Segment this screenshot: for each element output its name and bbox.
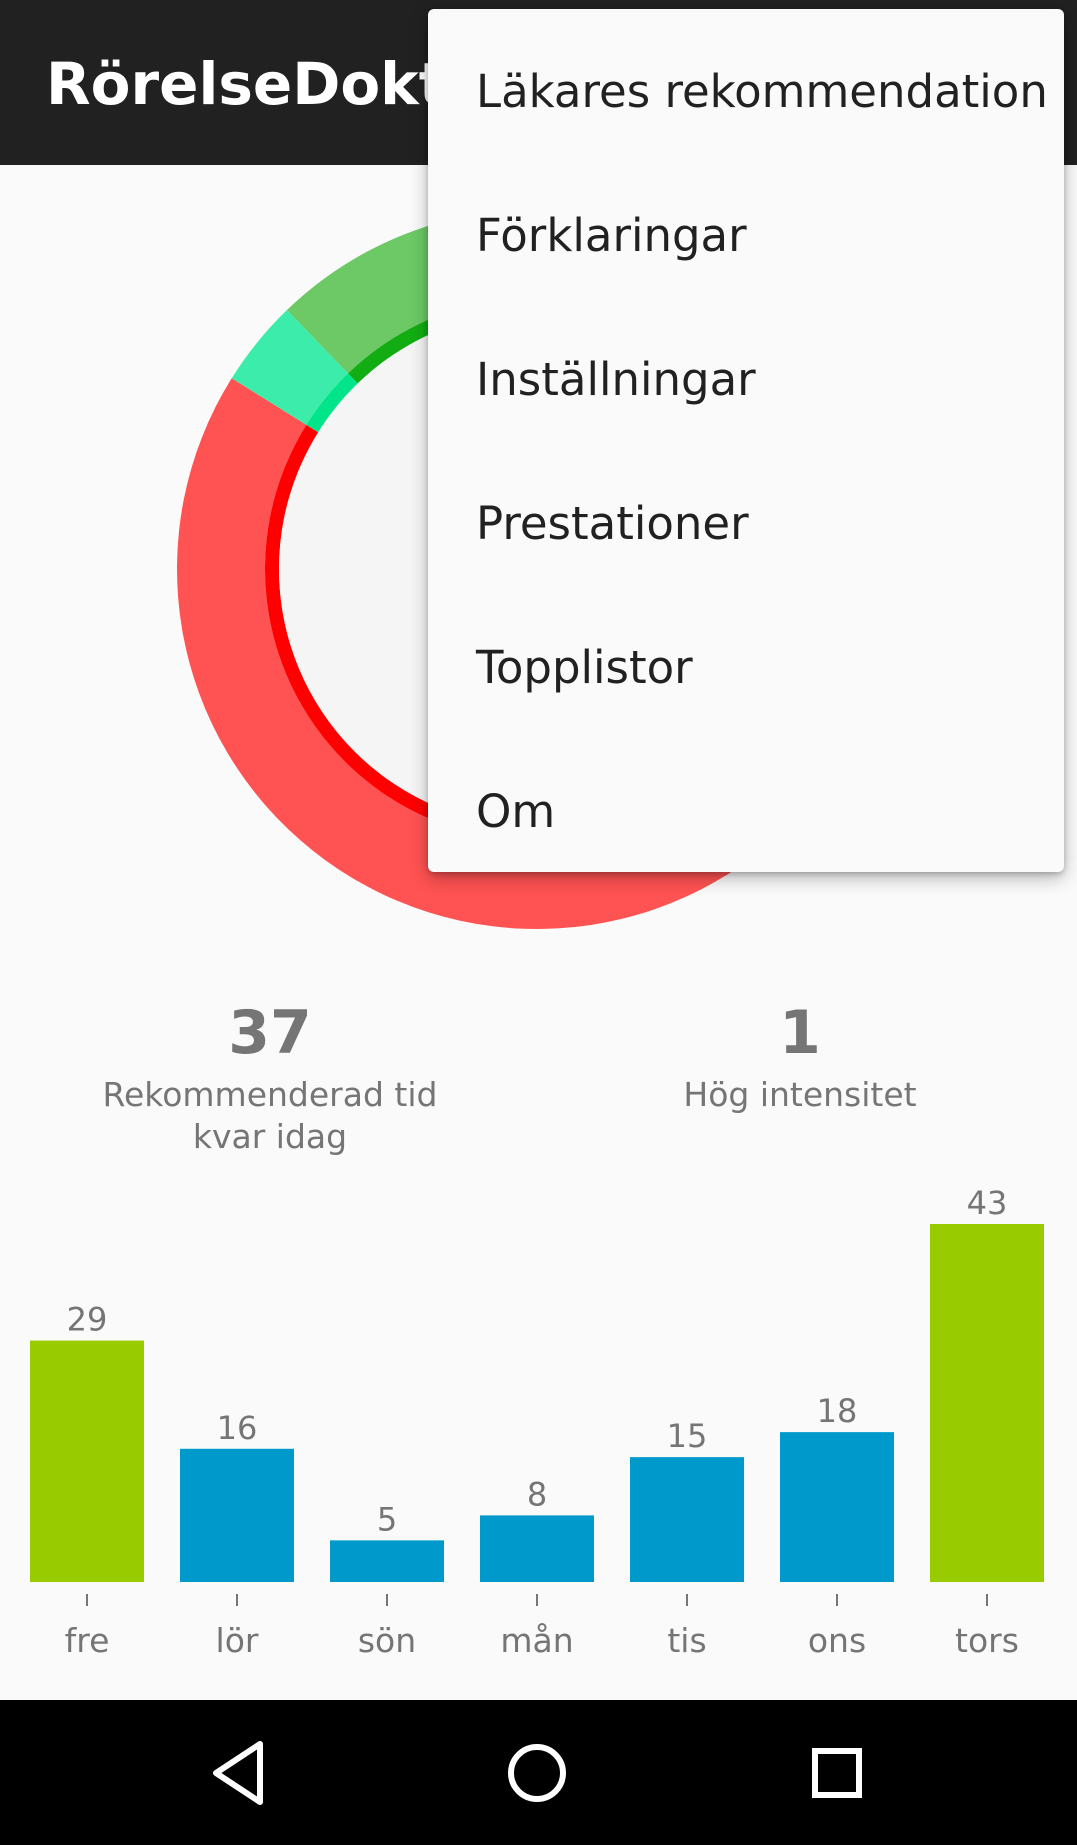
- bar-fre: [30, 1340, 144, 1582]
- bar-value-label: 5: [377, 1500, 397, 1538]
- bar-value-label: 29: [67, 1301, 108, 1339]
- remaining-time-label: Rekommenderad tid kvar idag: [102, 1075, 438, 1156]
- bar-value-label: 16: [217, 1409, 258, 1447]
- remaining-time-value: 37: [228, 998, 312, 1068]
- system-navigation-bar: [0, 1700, 1077, 1845]
- menu-item-settings[interactable]: Inställningar: [476, 352, 756, 406]
- bar-tis: [630, 1457, 744, 1582]
- high-intensity-value: 1: [779, 998, 821, 1068]
- bar-lör: [180, 1448, 294, 1582]
- x-axis-label: sön: [358, 1621, 416, 1660]
- home-button[interactable]: [478, 1700, 598, 1845]
- recents-button[interactable]: [778, 1700, 898, 1845]
- ring-teal-outer: [231, 310, 349, 425]
- overflow-menu: Läkares rekommendation Förklaringar Inst…: [428, 9, 1064, 872]
- x-axis-label: tis: [667, 1621, 706, 1660]
- menu-item-about[interactable]: Om: [476, 784, 556, 838]
- menu-item-leaderboards[interactable]: Topplistor: [476, 640, 693, 694]
- x-axis-label: tors: [955, 1621, 1019, 1660]
- menu-item-explanations[interactable]: Förklaringar: [476, 208, 747, 262]
- triangle-back-icon: [213, 1741, 263, 1805]
- menu-item-doctor-recommendation[interactable]: Läkares rekommendation: [476, 64, 1048, 118]
- bar-sön: [330, 1540, 444, 1582]
- weekly-bar-chart-svg: 29 fre 16 lör 5 sön 8 mån 15 tis 18 ons 43 tors: [30, 1184, 1044, 1660]
- menu-item-achievements[interactable]: Prestationer: [476, 496, 749, 550]
- square-recents-icon: [812, 1748, 862, 1798]
- stat-remaining-time: 37 Rekommenderad tid kvar idag: [85, 998, 455, 1158]
- bar-ons: [780, 1432, 894, 1582]
- back-button[interactable]: [178, 1700, 298, 1845]
- bar-mån: [480, 1515, 594, 1582]
- stat-high-intensity: 1 Hög intensitet: [615, 998, 985, 1116]
- x-axis-label: fre: [65, 1621, 110, 1660]
- high-intensity-label: Hög intensitet: [683, 1075, 917, 1114]
- circle-home-icon: [508, 1744, 566, 1802]
- bar-value-label: 8: [527, 1475, 547, 1513]
- weekly-bar-chart: 29 fre 16 lör 5 sön 8 mån 15 tis 18 ons 43 tors: [0, 1180, 1077, 1680]
- bar-value-label: 15: [667, 1417, 708, 1455]
- ring-red-outer: [176, 378, 792, 930]
- x-axis-label: lör: [216, 1621, 259, 1660]
- x-axis-label: mån: [500, 1621, 573, 1660]
- bar-value-label: 18: [817, 1392, 858, 1430]
- bar-tors: [930, 1224, 1044, 1582]
- x-axis-label: ons: [808, 1621, 866, 1660]
- ring-teal-inner: [306, 373, 358, 433]
- bar-value-label: 43: [967, 1184, 1008, 1222]
